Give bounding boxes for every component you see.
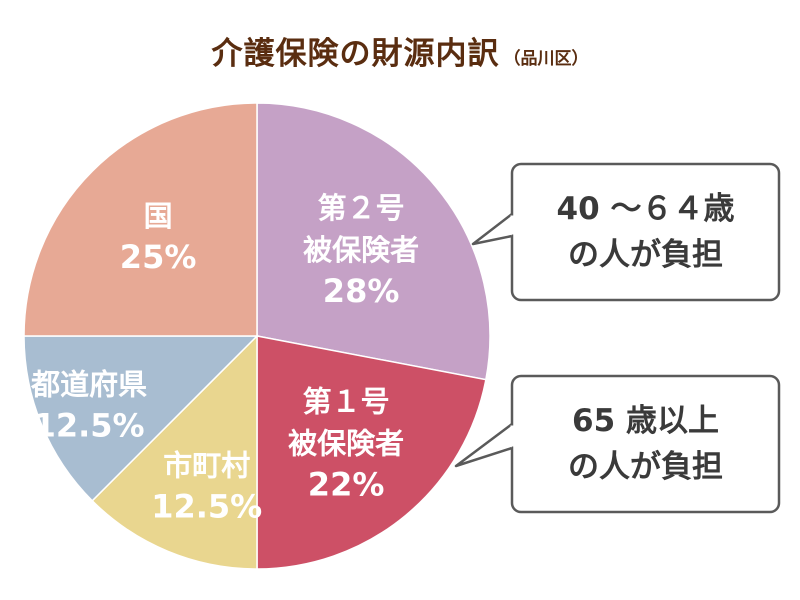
chart-title: 介護保険の財源内訳 （品川区） <box>0 28 800 73</box>
chart-title-sub: （品川区） <box>503 49 589 69</box>
pie-slice <box>256 102 491 381</box>
pie-slice <box>23 335 259 502</box>
callout-text: 40 ～６４歳の人が負担 <box>557 191 735 273</box>
pie-slice <box>256 335 487 570</box>
callout-box: 40 ～６４歳の人が負担 <box>471 162 781 302</box>
slice-label: 第２号被保険者 28% <box>303 191 419 310</box>
callout-box: 65 歳以上の人が負担 <box>454 374 781 514</box>
chart-title-main: 介護保険の財源内訳 <box>211 36 500 72</box>
pie-slice <box>91 334 258 570</box>
slice-label: 市町村 12.5% <box>151 448 262 525</box>
slice-label: 都道府県 12.5% <box>30 368 147 445</box>
slice-label: 国 25% <box>120 199 197 276</box>
callout-text: 65 歳以上の人が負担 <box>568 403 723 485</box>
slice-label: 第１号被保険者 22% <box>288 385 404 504</box>
pie-slice <box>23 102 258 337</box>
